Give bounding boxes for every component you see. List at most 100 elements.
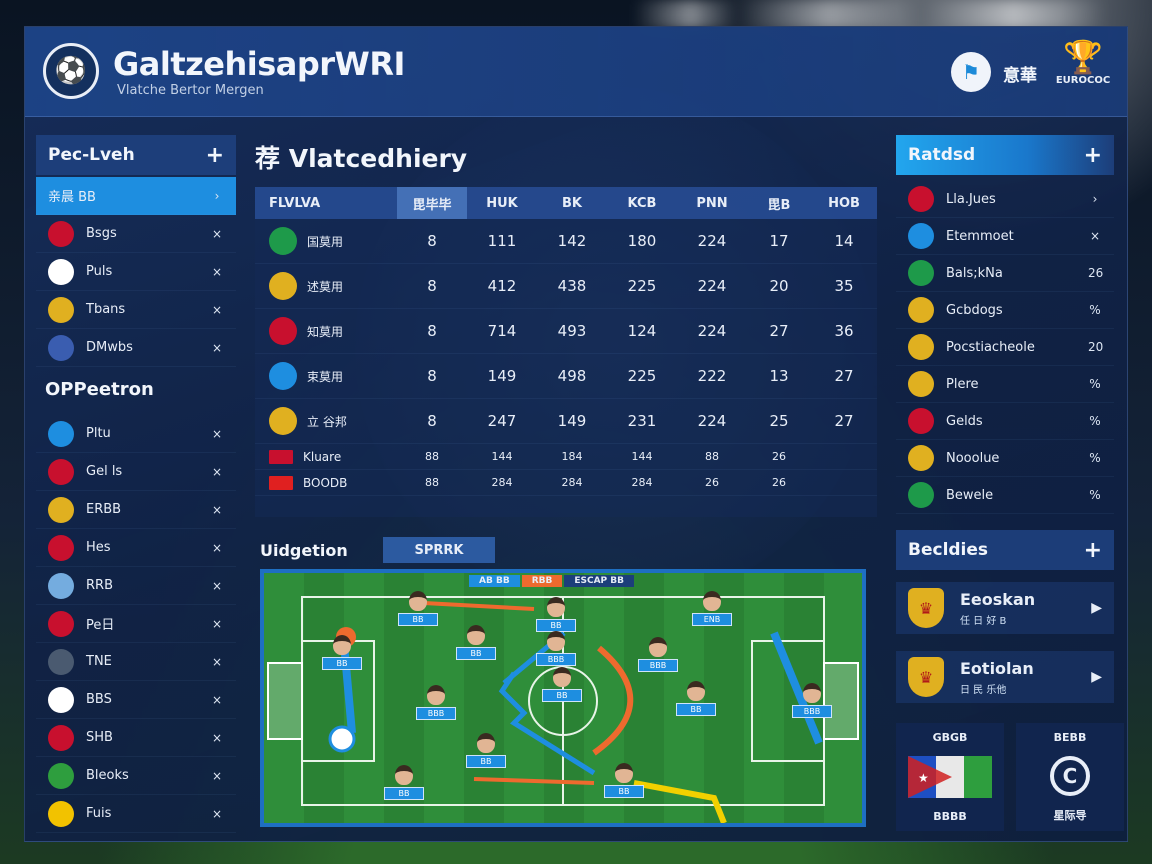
table-row[interactable]: 束莫用 8 149 498 225 222 13 27 [255, 354, 877, 399]
list-item-action[interactable]: × [211, 540, 223, 555]
column-header[interactable]: 毘毕毕 [397, 187, 467, 219]
play-icon[interactable]: ▶ [1091, 669, 1102, 685]
list-item-action[interactable]: × [211, 806, 223, 821]
list-item[interactable]: Hes × [36, 529, 236, 567]
lineup-tab[interactable]: SPRRK [383, 537, 495, 563]
list-item-action[interactable]: › [214, 188, 220, 203]
list-item-action[interactable]: × [211, 730, 223, 745]
player-marker[interactable]: BB [602, 763, 646, 798]
list-item-action[interactable]: % [1089, 303, 1101, 317]
football-pitch[interactable]: AB BB RBB ESCAP BB BB BB ENB BB BBB BBB BB BBB B… [260, 569, 866, 827]
table-row[interactable]: BOODB 88 284 284 284 26 26 [255, 470, 877, 496]
list-item[interactable]: Bals;kNa 26 [896, 255, 1114, 292]
player-marker[interactable]: BB [540, 667, 584, 702]
list-item[interactable]: Nooolue% [896, 440, 1114, 477]
list-item[interactable]: Gel ls × [36, 453, 236, 491]
player-marker[interactable]: BB [320, 635, 364, 670]
list-item[interactable]: Bewele% [896, 477, 1114, 514]
add-icon[interactable]: + [1083, 537, 1102, 563]
player-marker[interactable]: BB [454, 625, 498, 660]
list-item-action[interactable]: % [1089, 451, 1101, 465]
th-flag-icon [48, 610, 74, 637]
table-cell: 247 [487, 412, 517, 430]
column-header[interactable]: KCB [627, 195, 657, 211]
list-item-label: Pocstiacheole [946, 339, 1035, 355]
list-item[interactable]: Fuis × [36, 795, 236, 833]
list-item[interactable]: Pocstiacheole 20 [896, 329, 1114, 366]
list-item-action[interactable]: × [211, 264, 223, 279]
list-item-action[interactable]: × [211, 616, 223, 631]
list-item-action[interactable]: × [211, 226, 223, 241]
column-header[interactable]: HUK [486, 195, 518, 211]
promo-item[interactable]: ♛ Eeoskan 任 日 好 B ▶ [896, 582, 1114, 634]
list-item-action[interactable]: × [211, 340, 223, 355]
table-row[interactable]: 述莫用 8 412 438 225 224 20 35 [255, 264, 877, 309]
language-label[interactable]: 意華 [1003, 66, 1037, 86]
column-header[interactable]: PNN [696, 195, 728, 211]
pitch-tab-3[interactable]: ESCAP BB [564, 575, 634, 587]
player-marker[interactable]: ENB [690, 591, 734, 626]
list-item[interactable]: BBS × [36, 681, 236, 719]
player-marker[interactable]: BB [382, 765, 426, 800]
player-marker[interactable]: BBB [636, 637, 680, 672]
player-marker[interactable]: BB [464, 733, 508, 768]
column-header[interactable]: FLVLVA [269, 195, 321, 211]
list-item-action[interactable]: 20 [1088, 340, 1104, 354]
add-icon[interactable]: + [205, 142, 224, 168]
player-marker[interactable]: BBB [414, 685, 458, 720]
list-item[interactable]: RRB × [36, 567, 236, 605]
club-logo[interactable]: ⚽ [43, 43, 99, 99]
list-item[interactable]: Bsgs × [36, 215, 236, 253]
list-item[interactable]: Lla.Jues › [896, 181, 1114, 218]
list-item-action[interactable]: % [1089, 488, 1101, 502]
list-item[interactable]: Gelds% [896, 403, 1114, 440]
column-header[interactable]: HOB [828, 195, 860, 211]
player-marker[interactable]: BB [674, 681, 718, 716]
list-item-action[interactable]: × [211, 654, 223, 669]
table-row[interactable]: Kluare 88 144 184 144 88 26 [255, 444, 877, 470]
list-item[interactable]: Puls × [36, 253, 236, 291]
list-item-action[interactable]: × [211, 302, 223, 317]
list-item[interactable]: 亲晨 BB › [36, 177, 236, 215]
list-item[interactable]: Bleoks × [36, 757, 236, 795]
list-item-action[interactable]: × [1089, 229, 1101, 243]
table-row[interactable]: 立 谷邦 8 247 149 231 224 25 27 [255, 399, 877, 444]
player-marker[interactable]: BBB [790, 683, 834, 718]
play-icon[interactable]: ▶ [1091, 600, 1102, 616]
list-item[interactable]: Etemmoet × [896, 218, 1114, 255]
pitch-tab-2[interactable]: RBB [521, 575, 563, 587]
list-item-action[interactable]: % [1089, 414, 1101, 428]
list-item[interactable]: Pe日 × [36, 605, 236, 643]
list-item[interactable]: DMwbs × [36, 329, 236, 367]
player-marker[interactable]: BBB [534, 631, 578, 666]
list-item[interactable]: Pltu × [36, 415, 236, 453]
list-item[interactable]: SHB × [36, 719, 236, 757]
list-item-action[interactable]: × [211, 426, 223, 441]
promo-item[interactable]: ♛ Eotiolan 日 民 乐他 ▶ [896, 651, 1114, 703]
list-item-action[interactable]: × [211, 692, 223, 707]
list-item-action[interactable]: × [211, 464, 223, 479]
club-card[interactable]: BEBB C 星际导 [1016, 723, 1124, 831]
table-row[interactable]: 国莫用 8 111 142 180 224 17 14 [255, 219, 877, 264]
list-item-action[interactable]: › [1092, 192, 1098, 206]
table-row[interactable]: 知莫用 8 714 493 124 224 27 36 [255, 309, 877, 354]
list-item[interactable]: Gcbdogs% [896, 292, 1114, 329]
add-icon[interactable]: + [1083, 142, 1102, 168]
flag-card[interactable]: GBGB ★ BBBB [896, 723, 1004, 831]
player-marker[interactable]: BB [534, 597, 578, 632]
column-header[interactable]: 毘B [767, 197, 791, 213]
list-item-action[interactable]: × [211, 502, 223, 517]
list-item[interactable]: TNE × [36, 643, 236, 681]
list-item[interactable]: ERBB × [36, 491, 236, 529]
list-item-action[interactable]: 26 [1088, 266, 1104, 280]
table-cell: 27 [834, 367, 854, 385]
list-item-action[interactable]: × [211, 578, 223, 593]
player-marker[interactable]: BB [396, 591, 440, 626]
list-item-action[interactable]: % [1089, 377, 1101, 391]
list-item[interactable]: Tbans × [36, 291, 236, 329]
flag-icon[interactable]: ⚑ [951, 52, 991, 92]
column-header[interactable]: BK [562, 195, 582, 211]
list-item-action[interactable]: × [211, 768, 223, 783]
list-item[interactable]: Plere% [896, 366, 1114, 403]
pitch-tab-1[interactable]: AB BB [469, 575, 520, 587]
